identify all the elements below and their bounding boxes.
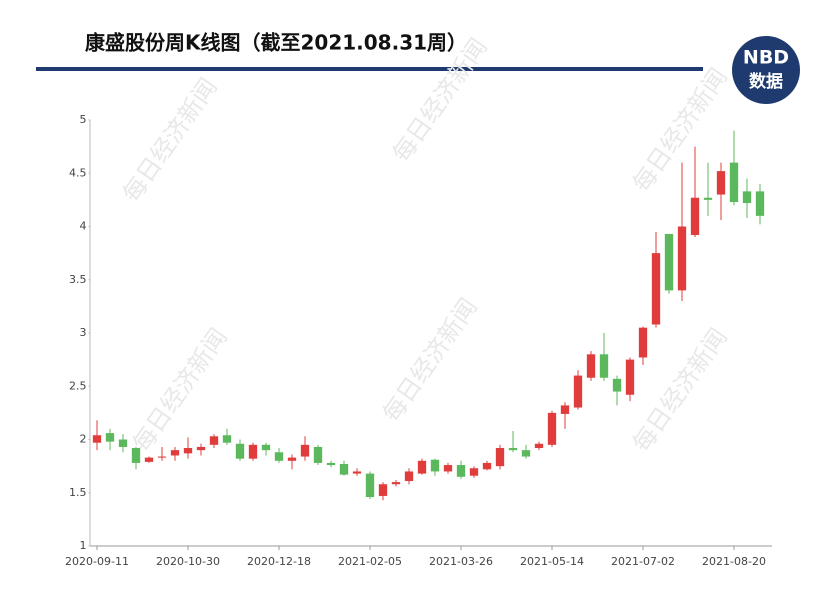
candle-body [651,253,661,325]
logo-text: 数据 [749,71,783,92]
candle-body [339,463,349,475]
x-tick-label: 2021-05-14 [520,555,584,568]
candle-body [430,459,440,472]
candle-body [131,448,141,463]
logo-circle [732,36,800,104]
candle-body [625,359,635,395]
candle-body [352,471,362,474]
candle-body [196,446,206,451]
candle-body [274,452,284,461]
chart-title: 康盛股份周K线图（截至2021.08.31周） [85,31,467,55]
candle-body [105,433,115,442]
candle-body [508,448,518,451]
x-tick-label: 2021-08-20 [702,555,766,568]
candle-body [404,471,414,482]
candle-body [391,482,401,485]
candle-body [300,444,310,457]
candle-body [118,439,128,447]
candle-body [703,197,713,200]
x-tick-label: 2021-07-02 [611,555,675,568]
candle-body [92,435,102,443]
x-tick-label: 2020-09-11 [65,555,129,568]
x-tick-label: 2020-12-18 [247,555,311,568]
candle-body [365,473,375,498]
candle-body [170,450,180,456]
y-tick-label: 4 [80,220,87,233]
candle-body [495,448,505,467]
candle-body [599,354,609,378]
candle-body [248,444,258,459]
y-tick-label: 2.5 [69,379,87,392]
candle-body [560,405,570,414]
candle-body [287,457,297,461]
x-tick-label: 2021-02-05 [338,555,402,568]
candle-body [378,484,388,496]
candle-body [690,197,700,236]
y-tick-label: 3 [80,326,87,339]
candle-body [261,444,271,451]
candle-body [235,443,245,459]
candle-body [638,327,648,358]
candle-body [729,162,739,203]
candle-body [664,233,674,291]
candle-body [443,465,453,472]
candle-body [456,465,466,477]
y-tick-label: 3.5 [69,273,87,286]
candle-body [222,435,232,443]
candle-body [326,462,336,466]
candle-body [755,191,765,216]
candle-body [417,460,427,474]
candle-body [183,448,193,454]
logo-text: NBD [743,47,789,69]
candle-body [144,457,154,462]
candle-body [534,443,544,449]
candle-body [209,436,219,445]
y-tick-label: 5 [80,113,87,126]
candle-body [521,450,531,457]
candle-body [612,378,622,392]
candle-body [586,354,596,378]
candle-body [547,412,557,445]
candle-body [469,468,479,476]
candle-body [716,171,726,195]
candle-body [677,226,687,291]
y-tick-label: 1 [80,539,87,552]
y-tick-label: 1.5 [69,486,87,499]
y-tick-label: 4.5 [69,166,87,179]
title-underline [36,67,703,71]
y-tick-label: 2 [80,433,87,446]
candle-body [157,456,167,458]
x-tick-label: 2021-03-26 [429,555,493,568]
candle-body [482,462,492,470]
candle-body [313,446,323,463]
candle-body [573,375,583,408]
candle-body [742,191,752,204]
x-tick-label: 2020-10-30 [156,555,220,568]
